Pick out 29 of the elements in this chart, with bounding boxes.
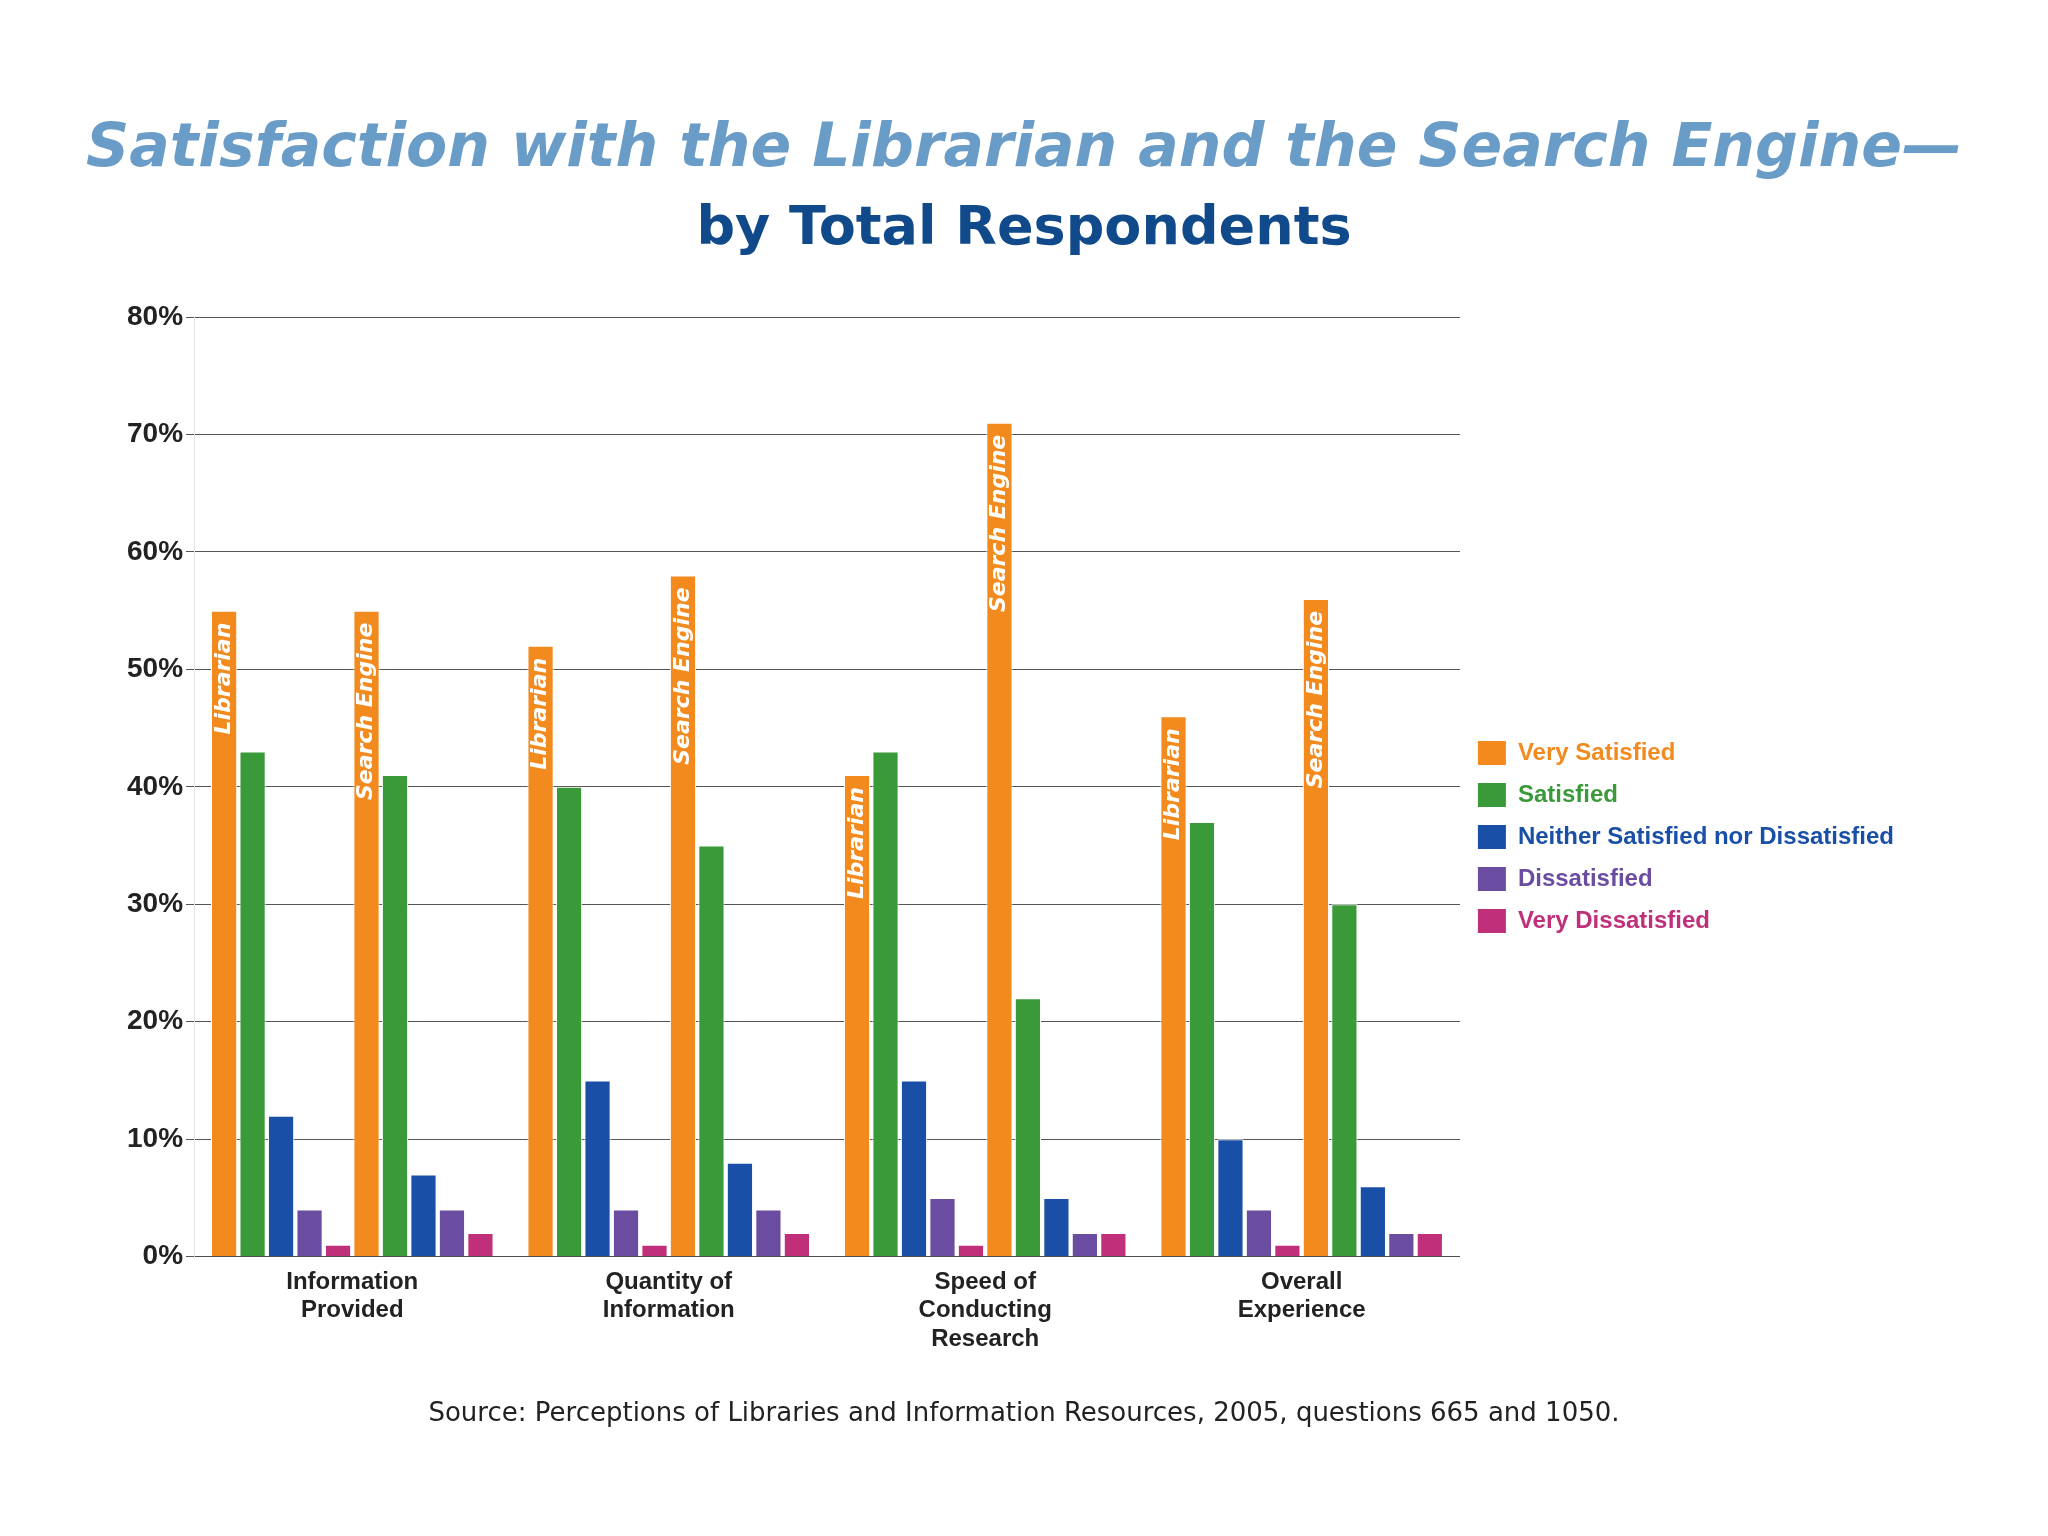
data-label: Librarian <box>1159 728 1185 841</box>
y-tick-label: 70% <box>126 417 184 449</box>
y-tick-label: 40% <box>126 769 184 801</box>
legend-label: Satisfied <box>1517 779 1618 807</box>
legend-label: Dissatisfied <box>1517 863 1653 891</box>
legend-label: Neither Satisfied nor Dissatisfied <box>1517 821 1895 849</box>
y-tick-label: 10% <box>126 1121 184 1153</box>
x-tick-label: Overall Experience <box>1237 1266 1366 1323</box>
chart-subtitle: by Total Respondents <box>695 194 1353 257</box>
y-tick-label: 60% <box>126 534 184 566</box>
y-tick-label: 20% <box>126 1004 184 1036</box>
y-tick-label: 30% <box>126 886 184 918</box>
data-label: Search Engine <box>1301 610 1327 789</box>
y-tick-label: 50% <box>126 652 184 684</box>
x-tick-label: Information Provided <box>286 1266 419 1323</box>
data-label: Librarian <box>209 622 235 735</box>
x-tick-label: Quantity of Information <box>602 1266 735 1323</box>
y-tick-label: 0% <box>142 1239 184 1271</box>
source-note: Source: Perceptions of Libraries and Information Resources, 2005, questions 665 and 1050. <box>427 1397 1621 1427</box>
legend-label: Very Satisfied <box>1517 737 1676 765</box>
data-label: Librarian <box>526 657 552 770</box>
legend-label: Very Dissatisfied <box>1517 905 1711 933</box>
data-label: Librarian <box>842 787 868 899</box>
data-label: Search Engine <box>985 434 1011 613</box>
x-tick-label: Speed of Conducting Research <box>918 1266 1052 1352</box>
data-label: Search Engine <box>668 587 694 765</box>
data-label: Search Engine <box>352 622 378 801</box>
y-tick-label: 80% <box>126 299 184 331</box>
chart-title: Satisfaction with the Librarian and the Search Engine— <box>85 110 1963 180</box>
